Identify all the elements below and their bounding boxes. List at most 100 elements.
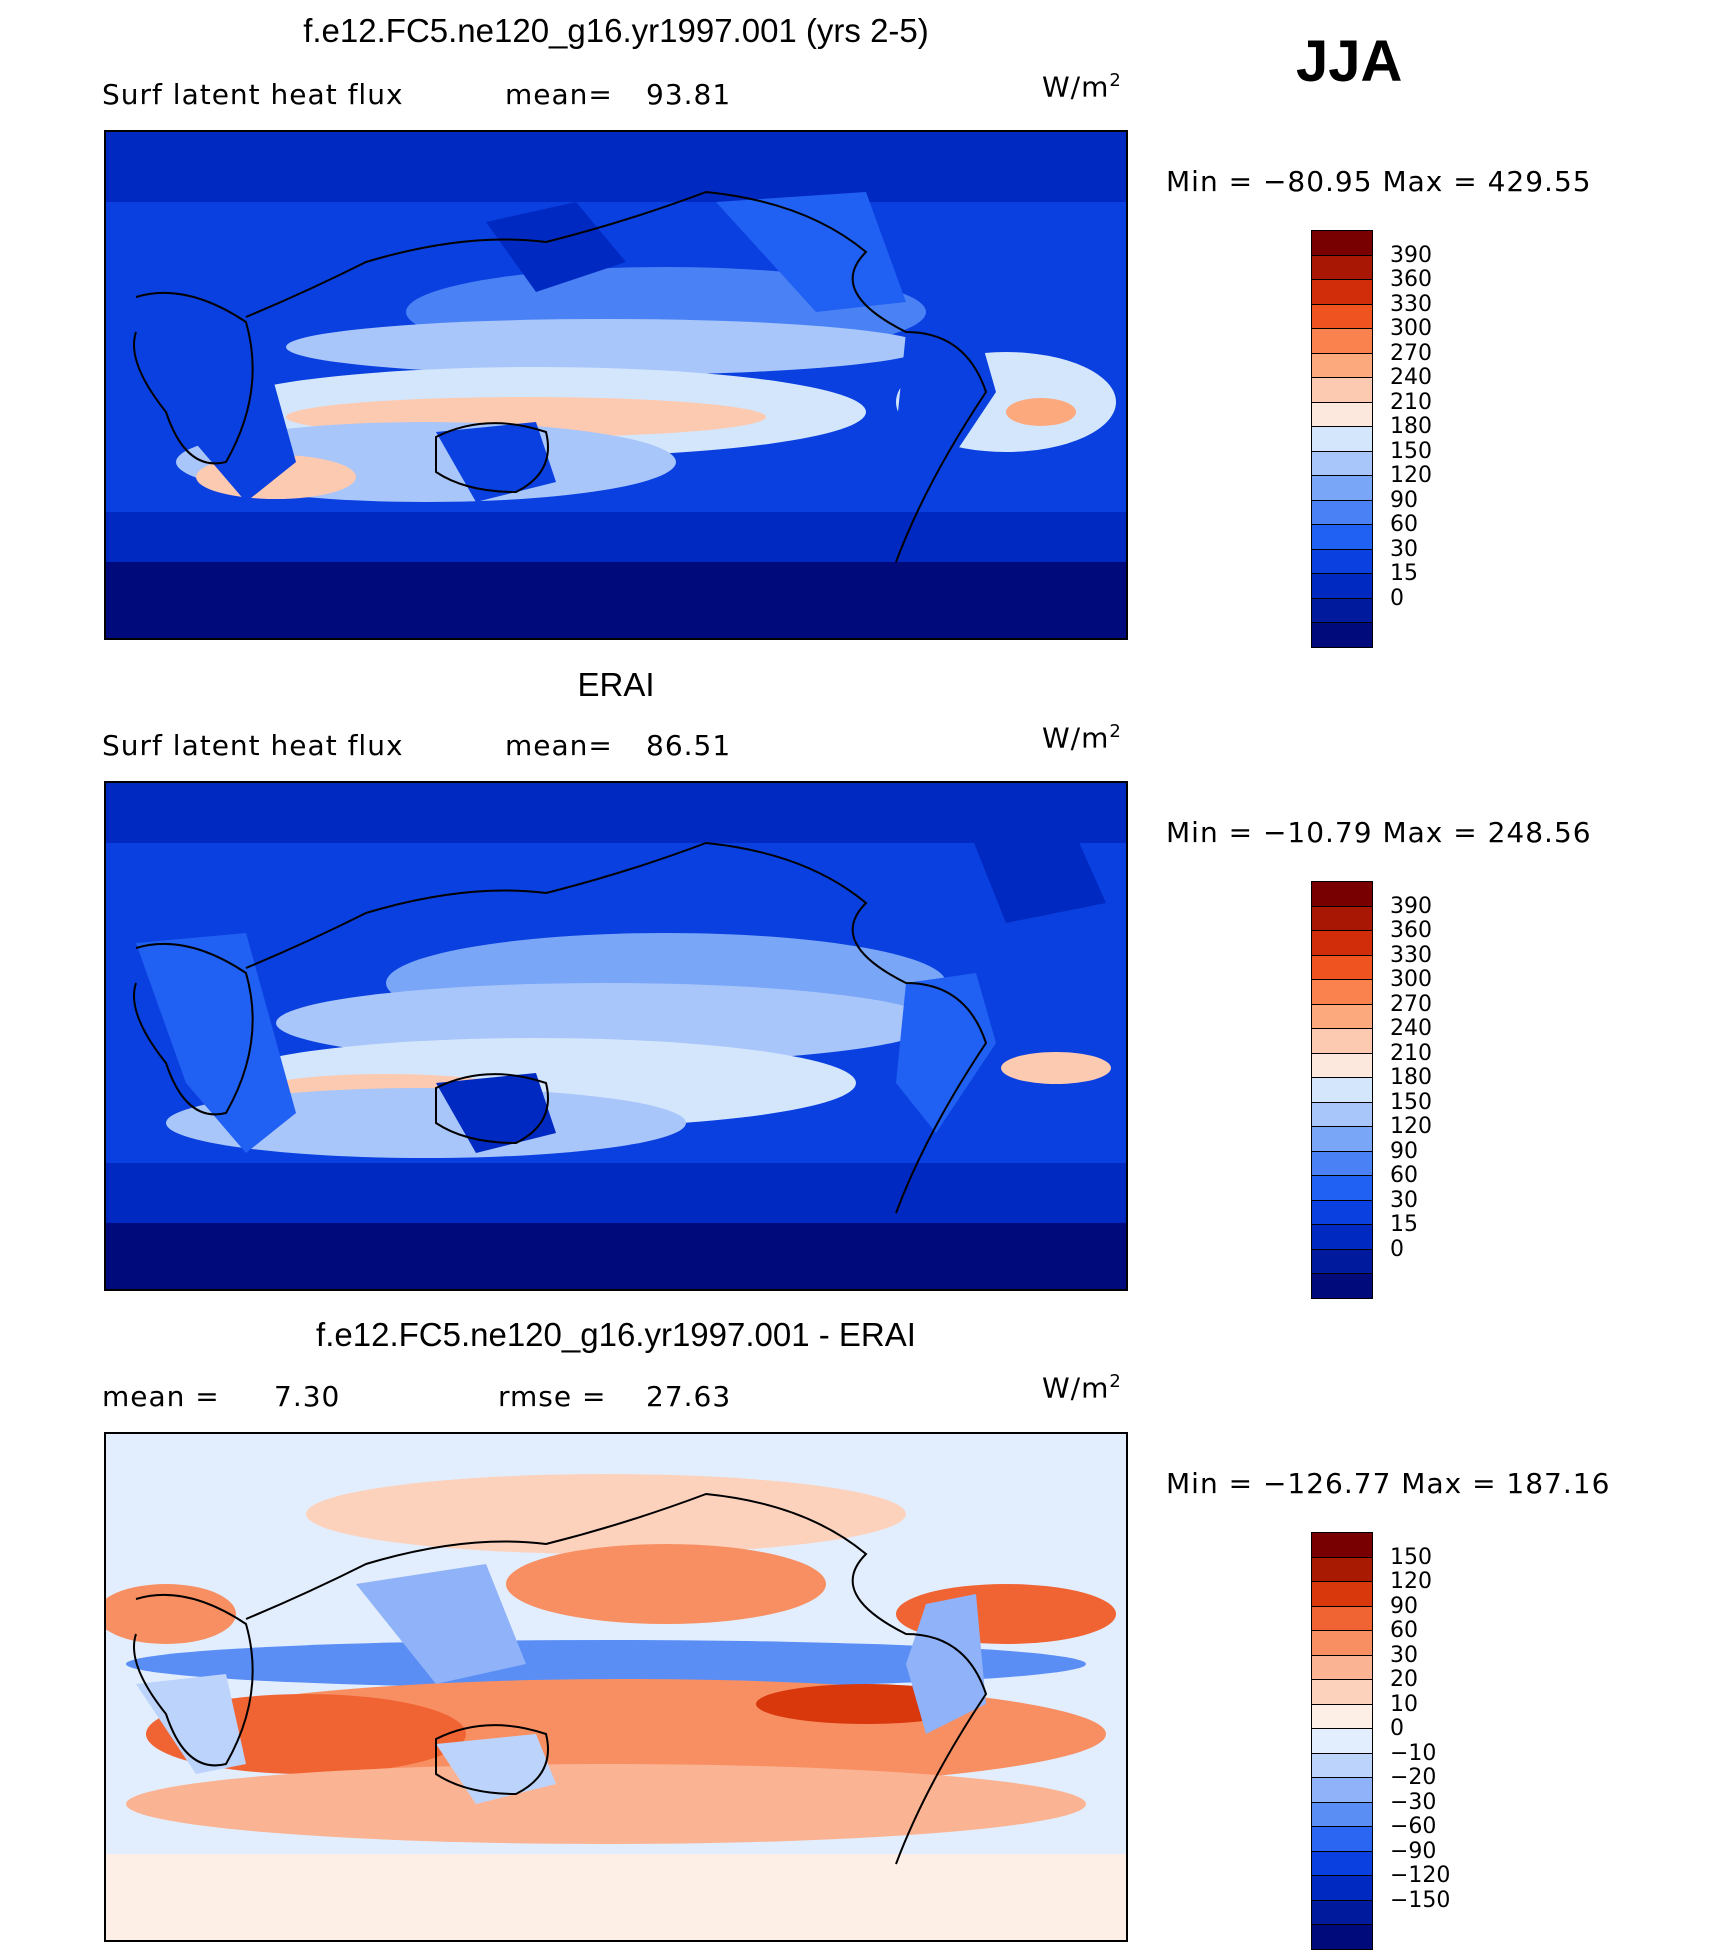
colorbar-swatch [1311,622,1373,648]
colorbar-tick-label: 240 [1390,365,1432,390]
colorbar-swatch [1311,1875,1373,1901]
colorbar-tick-label: −10 [1390,1740,1437,1766]
colorbar-swatch [1311,1605,1373,1631]
panel-2-units: W/m2 [1042,721,1122,755]
colorbar-tick-label: 120 [1390,1569,1432,1594]
colorbar-swatch [1311,254,1373,280]
colorbar-swatch [1311,1924,1373,1950]
colorbar-tick-label: −90 [1390,1838,1437,1864]
panel-2-contour-field [106,783,1126,1289]
panel-3-mean-value: 7.30 [274,1380,341,1413]
panel-1-contour-field [106,132,1126,638]
colorbar-swatch [1311,1899,1373,1925]
colorbar-tick-label: 270 [1390,991,1432,1017]
panel-1-mean-label: mean= [505,78,613,111]
panel-1-title: f.e12.FC5.ne120_g16.yr1997.001 (yrs 2-5) [303,12,929,49]
colorbar-swatch [1311,1175,1373,1201]
colorbar-tick-label: 240 [1390,1016,1432,1041]
colorbar-tick-label: 90 [1390,1138,1418,1164]
panel-3-range: Min = −126.77 Max = 187.16 [1166,1467,1611,1500]
colorbar-swatch [1311,930,1373,956]
colorbar-swatch [1311,1003,1373,1029]
colorbar-swatch [1311,1199,1373,1225]
colorbar-tick-label: 60 [1390,1163,1418,1188]
panel-3-map [104,1432,1128,1942]
colorbar-swatch [1311,954,1373,980]
colorbar-tick-label: 90 [1390,1593,1418,1619]
colorbar-swatch [1311,1850,1373,1876]
panel-1-mean-value: 93.81 [646,78,732,111]
colorbar-swatch [1311,328,1373,354]
colorbar-swatch [1311,573,1373,599]
colorbar-tick-label: 300 [1390,316,1432,341]
colorbar-swatch [1311,548,1373,574]
colorbar-tick-label: 270 [1390,340,1432,366]
colorbar-swatch [1311,1248,1373,1274]
colorbar-swatch [1311,881,1373,907]
panel-2-map [104,781,1128,1291]
colorbar-swatch [1311,426,1373,452]
colorbar-swatch [1311,1826,1373,1852]
panel-2-mean-label: mean= [505,729,613,762]
colorbar-swatch [1311,597,1373,623]
colorbar-tick-label: 60 [1390,512,1418,537]
panel-2-title: ERAI [577,666,655,703]
colorbar-swatch [1311,1224,1373,1250]
colorbar-tick-label: −20 [1390,1765,1437,1790]
colorbar-swatch [1311,377,1373,403]
panel-1-variable-label: Surf latent heat flux [102,78,404,111]
season-label: JJA [1296,29,1403,94]
colorbar-swatch [1311,499,1373,525]
panel-2-range: Min = −10.79 Max = 248.56 [1166,816,1592,849]
colorbar-tick-label: 10 [1390,1691,1418,1717]
colorbar-tick-label: 390 [1390,893,1432,919]
colorbar-swatch [1311,1150,1373,1176]
panel-1-range: Min = −80.95 Max = 429.55 [1166,165,1592,198]
panel-2-variable-label: Surf latent heat flux [102,729,404,762]
panel-1-units: W/m2 [1042,70,1122,104]
colorbar-swatch [1311,279,1373,305]
colorbar-swatch [1311,1703,1373,1729]
colorbar-tick-label: 120 [1390,1114,1432,1139]
colorbar-tick-label: 15 [1390,1212,1418,1237]
colorbar-swatch [1311,303,1373,329]
colorbar-tick-label: 150 [1390,1089,1432,1115]
colorbar-swatch [1311,905,1373,931]
colorbar-swatch [1311,1052,1373,1078]
colorbar-swatch [1311,524,1373,550]
colorbar-tick-label: −30 [1390,1789,1437,1815]
colorbar-tick-label: 180 [1390,1065,1432,1090]
colorbar-swatch [1311,352,1373,378]
colorbar-tick-label: 15 [1390,561,1418,586]
colorbar-swatch [1311,1630,1373,1656]
colorbar-tick-label: 30 [1390,1187,1418,1213]
colorbar-tick-label: −120 [1390,1863,1451,1888]
colorbar-tick-label: 330 [1390,291,1432,317]
colorbar-swatch [1311,450,1373,476]
colorbar-swatch [1311,1728,1373,1754]
colorbar-swatch [1311,1801,1373,1827]
colorbar-swatch [1311,1101,1373,1127]
colorbar-swatch [1311,1679,1373,1705]
colorbar-tick-label: 90 [1390,487,1418,513]
colorbar-tick-label: 210 [1390,389,1432,415]
colorbar-tick-label: 0 [1390,1716,1404,1741]
colorbar-tick-label: 150 [1390,1544,1432,1570]
panel-3-rmse-label: rmse = [498,1380,607,1413]
panel-3-title: f.e12.FC5.ne120_g16.yr1997.001 - ERAI [316,1316,916,1353]
colorbar-tick-label: 60 [1390,1618,1418,1643]
panel-3-contour-field [106,1434,1126,1940]
panel-2-mean-value: 86.51 [646,729,732,762]
colorbar-tick-label: 360 [1390,918,1432,943]
colorbar-swatch [1311,230,1373,256]
colorbar-swatch [1311,979,1373,1005]
colorbar-swatch [1311,475,1373,501]
panel-1-map [104,130,1128,640]
panel-3-mean-label: mean = [102,1380,220,1413]
colorbar-swatch [1311,1556,1373,1582]
colorbar-swatch [1311,1077,1373,1103]
colorbar-tick-label: 30 [1390,536,1418,562]
colorbar-tick-label: −60 [1390,1814,1437,1839]
colorbar-tick-label: 180 [1390,414,1432,439]
colorbar-tick-label: 20 [1390,1667,1418,1692]
